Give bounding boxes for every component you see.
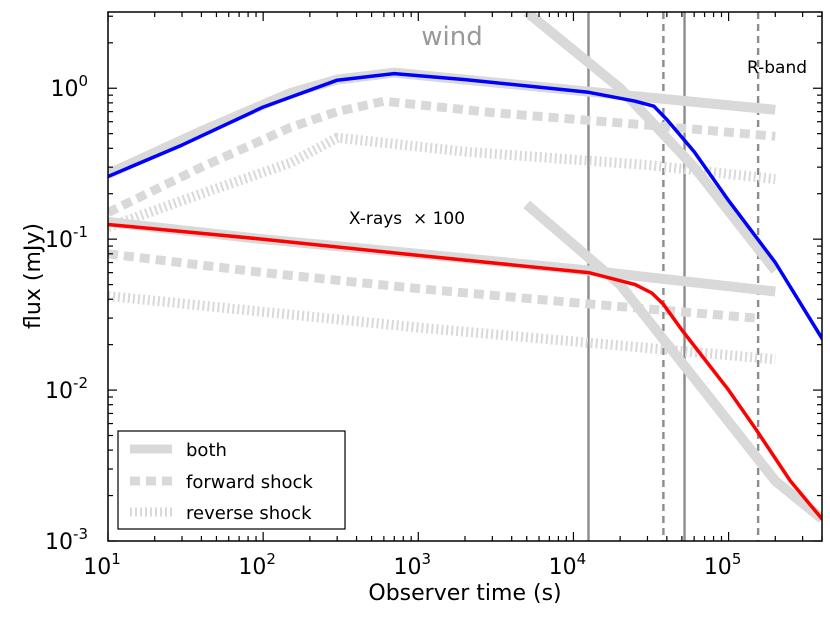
y-tick-label: 10-3 xyxy=(45,525,88,555)
series-x-ray-forward-shock xyxy=(108,249,757,323)
x-tick-label: 104 xyxy=(549,550,587,580)
series-r-band-light-curve xyxy=(108,71,822,341)
y-axis-label: flux (mJy) xyxy=(21,223,46,329)
series-layer xyxy=(108,12,822,523)
y-tick-label: 100 xyxy=(50,72,88,102)
legend-label-reverse-shock: reverse shock xyxy=(186,503,312,524)
series-r-band-forward-shock xyxy=(108,96,776,217)
x-tick-label: 103 xyxy=(394,550,432,580)
series-x-ray-light-curve xyxy=(108,222,822,521)
annotation-rband: R-band xyxy=(747,58,807,78)
series-x-ray-reverse-shock xyxy=(108,291,776,365)
legend-label-forward-shock: forward shock xyxy=(186,472,313,493)
axis-ticks: 101 102 103 104 105 10-3 10-2 10-1 100 xyxy=(45,12,823,580)
y-tick-label: 10-1 xyxy=(45,223,88,253)
series-x-ray-steep-asymptote xyxy=(523,200,822,523)
x-tick-label: 102 xyxy=(238,550,276,580)
series-r-band-reverse-shock xyxy=(108,132,776,232)
x-axis-label: Observer time (s) xyxy=(368,581,561,606)
y-tick-label: 10-2 xyxy=(45,374,88,404)
legend: both forward shock reverse shock xyxy=(117,430,346,530)
series-r-band-steep-asymptote xyxy=(523,12,780,274)
x-tick-label: 101 xyxy=(83,550,121,580)
x-tick-label: 105 xyxy=(704,550,742,580)
annotation-xrays: X-rays × 100 xyxy=(349,209,465,229)
legend-label-both: both xyxy=(186,440,227,461)
annotation-wind: wind xyxy=(421,22,482,52)
